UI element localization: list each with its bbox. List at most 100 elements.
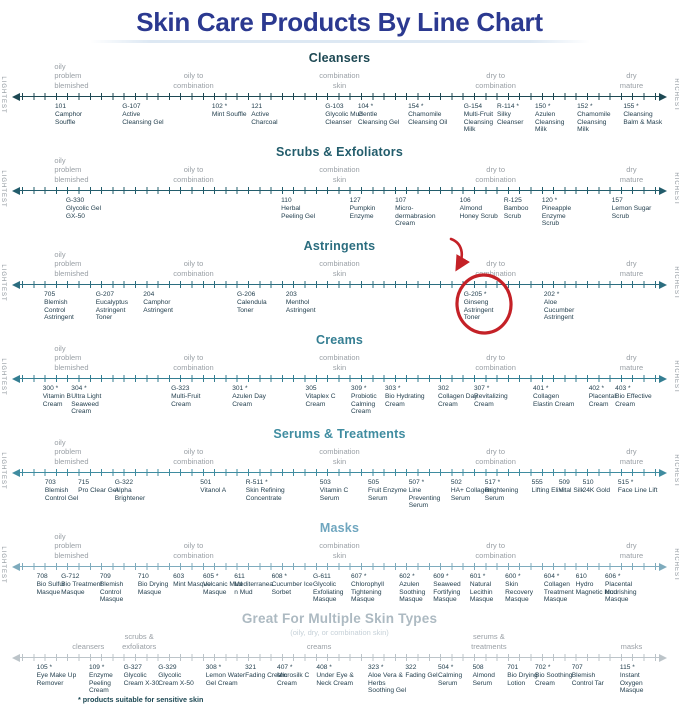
product-name: Seaweed Fortifying Masque bbox=[433, 580, 461, 604]
product-name: Bio Drying Lotion bbox=[507, 671, 538, 687]
product-label: 509 Vital Silk bbox=[559, 479, 601, 495]
product-name: Mint Souffle bbox=[211, 110, 247, 118]
product-code: 321 bbox=[245, 664, 257, 671]
skin-type-label: oily problem blemished bbox=[54, 61, 89, 90]
product-label: 515 * Face Line Lift bbox=[618, 479, 660, 495]
product-name: Brightening Serum bbox=[484, 486, 519, 502]
skin-type-label: dry to combination bbox=[475, 71, 516, 90]
product-name: Calendula Toner bbox=[236, 298, 267, 314]
axis-arrow-right-icon bbox=[659, 280, 667, 289]
product-name: Azulen Cleansing Milk bbox=[535, 110, 565, 134]
product-label: 203 Menthol Astringent bbox=[286, 291, 328, 314]
product-code: 508 bbox=[472, 664, 484, 671]
axis-line bbox=[15, 656, 664, 659]
skin-type-label: combination skin bbox=[319, 353, 360, 372]
product-name: Bio Treatment Masque bbox=[61, 580, 103, 596]
section-serums-treatments: Serums & Treatments oily problem blemishe… bbox=[0, 426, 679, 520]
product-code: 715 bbox=[78, 479, 90, 486]
product-name: Fading Gel bbox=[405, 671, 438, 679]
axis bbox=[12, 92, 667, 101]
product-code: 504 * bbox=[437, 664, 454, 671]
product-code: 204 bbox=[143, 291, 155, 298]
product-label: 604 * Collagen Treatment Masque bbox=[544, 573, 586, 604]
product-code: 307 * bbox=[473, 385, 490, 392]
section-header: Great For Multiple Skin Types bbox=[241, 611, 438, 626]
product-label: G-330 Glycolic Gel GX-50 bbox=[66, 197, 108, 220]
product-label: 707 Blemish Control Tar bbox=[572, 664, 614, 687]
product-label: 402 * Placental Cream bbox=[589, 385, 631, 408]
product-name: Bio Drying Masque bbox=[137, 580, 169, 596]
product-name: Pumpkin Enzyme bbox=[349, 204, 376, 220]
product-name: Blemish Control Masque bbox=[99, 580, 124, 604]
product-code: 121 bbox=[251, 103, 263, 110]
product-name: Calming Serum bbox=[437, 671, 463, 687]
product-label: 150 * Azulen Cleansing Milk bbox=[535, 103, 577, 134]
product-code: 555 bbox=[531, 479, 543, 486]
richest-label: RICHEST bbox=[673, 78, 679, 112]
product-code: 515 * bbox=[617, 479, 634, 486]
section-creams: Creams oily problem blemished oily to comb… bbox=[0, 332, 679, 426]
product-label: G-103 Glycolic Mud Cleanser bbox=[325, 103, 367, 126]
skin-type-label: dry to combination bbox=[475, 353, 516, 372]
product-code: 105 * bbox=[36, 664, 53, 671]
product-name: Micro-dermabrasion Cream bbox=[395, 204, 436, 228]
lightest-label: LIGHTEST bbox=[0, 358, 6, 396]
product-code: 106 bbox=[459, 197, 471, 204]
product-label: 701 Bio Drying Lotion bbox=[507, 664, 549, 687]
product-label: 705 Blemish Control Astringent bbox=[44, 291, 86, 322]
section-header: Astringents bbox=[303, 239, 376, 253]
product-name: Azulen Soothing Masque bbox=[399, 580, 426, 604]
product-name: Mediterranean Mud bbox=[234, 580, 274, 596]
product-name: Instant Oxygen Masque bbox=[619, 671, 644, 695]
product-code: 609 * bbox=[433, 573, 449, 580]
product-label: 309 * Probiotic Calming Cream bbox=[351, 385, 393, 416]
product-code: 601 * bbox=[469, 573, 486, 580]
axis bbox=[12, 374, 667, 383]
section-masks: Masks oily problem blemished oily to combi… bbox=[0, 520, 679, 614]
lightest-label: LIGHTEST bbox=[0, 264, 6, 302]
product-label: 607 * Chlorophyll Tightening Masque bbox=[351, 573, 393, 604]
product-name: Vitamin C Serum bbox=[319, 486, 349, 502]
product-name: Aloe Cucumber Astringent bbox=[543, 298, 575, 322]
product-label: G-611 Glycolic Exfoliating Masque bbox=[313, 573, 355, 604]
product-code: G-330 bbox=[65, 197, 85, 204]
product-code: 120 * bbox=[541, 197, 558, 204]
product-name: Mint Masque bbox=[173, 580, 211, 588]
product-name: Bio Effective Cream bbox=[615, 392, 652, 408]
product-code: 304 * bbox=[71, 385, 87, 392]
product-name: Fading Cream bbox=[245, 671, 287, 679]
product-code: 322 bbox=[405, 664, 417, 671]
product-name: Microsilk C Cream bbox=[277, 671, 310, 687]
product-name: Vitanol A bbox=[200, 486, 227, 494]
product-code: 150 * bbox=[535, 103, 551, 110]
axis-arrow-left-icon bbox=[12, 562, 20, 571]
product-label: 401 * Collagen Elastin Cream bbox=[533, 385, 575, 408]
product-code: 702 * bbox=[535, 664, 551, 671]
product-label: 155 * Cleansing Balm & Mask bbox=[623, 103, 665, 126]
product-label: 606 * Placental Nourishing Masque bbox=[605, 573, 647, 604]
axis bbox=[12, 562, 667, 571]
product-code: 308 * bbox=[205, 664, 222, 671]
product-code: G-322 bbox=[114, 479, 134, 486]
product-label: 300 * Vitamin B Cream bbox=[43, 385, 85, 408]
axis-arrow-right-icon bbox=[659, 562, 667, 571]
product-label: 154 * Chamomile Cleansing Oil bbox=[408, 103, 450, 126]
product-name: HA+ Collagen Serum bbox=[450, 486, 492, 502]
product-code: 107 bbox=[395, 197, 407, 204]
product-code: 703 bbox=[44, 479, 56, 486]
product-name: Silky Cleanser bbox=[497, 110, 524, 126]
axis-arrow-left-icon bbox=[12, 186, 20, 195]
product-code: 101 bbox=[54, 103, 66, 110]
product-name: Gentle Cleansing Gel bbox=[357, 110, 400, 126]
product-label: G-323 Multi-Fruit Cream bbox=[171, 385, 213, 408]
product-code: 501 bbox=[200, 479, 212, 486]
product-code: G-207 bbox=[95, 291, 115, 298]
product-label: R-114 * Silky Cleanser bbox=[497, 103, 539, 126]
product-label: 407 * Microsilk C Cream bbox=[277, 664, 319, 687]
axis-arrow-left-icon bbox=[12, 374, 20, 383]
product-code: 710 bbox=[137, 573, 149, 580]
product-label: 517 * Brightening Serum bbox=[485, 479, 527, 502]
product-name: Glycolic Cream X-30 bbox=[123, 671, 160, 687]
product-name: Cleansing Balm & Mask bbox=[623, 110, 663, 126]
product-code: 509 bbox=[558, 479, 570, 486]
